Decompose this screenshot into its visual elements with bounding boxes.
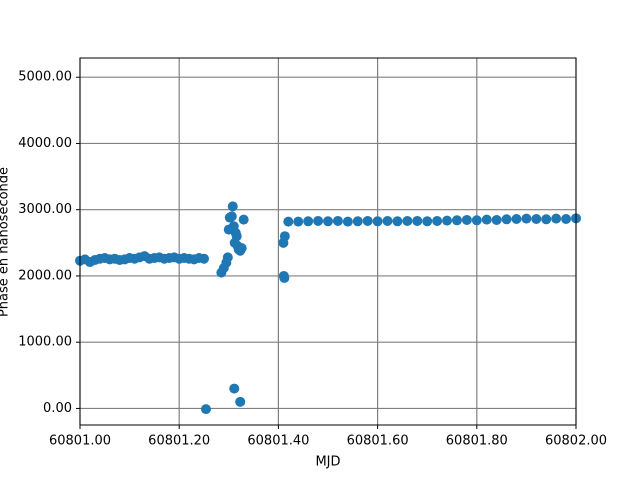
plot-frame	[79, 57, 577, 426]
point	[229, 383, 240, 394]
point	[551, 213, 562, 224]
point	[471, 215, 482, 226]
point	[461, 214, 472, 225]
point	[235, 396, 246, 407]
point	[283, 216, 294, 227]
point	[231, 231, 242, 242]
point	[402, 215, 413, 226]
point	[432, 215, 443, 226]
point	[422, 216, 433, 227]
point	[332, 215, 343, 226]
point	[199, 253, 209, 264]
point	[531, 213, 542, 224]
point	[521, 213, 532, 224]
point	[362, 215, 373, 226]
y-tick-label: 5000.00	[18, 70, 72, 85]
x-tick-label: 60801.40	[247, 434, 309, 449]
point	[392, 216, 403, 227]
point	[227, 201, 238, 212]
point	[236, 243, 247, 254]
point	[279, 272, 290, 283]
y-tick-label: 4000.00	[18, 136, 72, 151]
point	[412, 215, 423, 226]
point	[293, 216, 304, 227]
y-tick-label: 3000.00	[18, 202, 72, 217]
point	[382, 215, 393, 226]
point	[226, 211, 237, 222]
point	[541, 214, 552, 225]
point	[303, 216, 314, 227]
point	[313, 215, 324, 226]
point	[501, 214, 512, 225]
x-tick-label: 60802.00	[545, 434, 607, 449]
y-axis-label: Phase en nanoseconde	[0, 167, 12, 317]
point	[481, 214, 492, 225]
point	[511, 213, 522, 224]
y-tick-label: 0.00	[43, 401, 72, 416]
point	[238, 214, 249, 225]
x-tick-label: 60801.60	[347, 434, 409, 449]
point	[323, 216, 333, 227]
x-tick-label: 60801.80	[446, 434, 508, 449]
point	[279, 231, 290, 242]
y-tick-label: 2000.00	[18, 268, 72, 283]
point	[491, 214, 502, 225]
point	[342, 216, 353, 227]
x-axis-label: MJD	[315, 455, 340, 470]
point	[222, 252, 233, 263]
x-tick-label: 60801.20	[148, 434, 210, 449]
point	[442, 215, 453, 226]
point	[372, 216, 383, 227]
x-tick-label: 60801.00	[49, 434, 111, 449]
point	[200, 404, 211, 415]
y-tick-label: 1000.00	[18, 335, 72, 350]
point	[352, 216, 363, 227]
point	[451, 215, 462, 226]
point	[561, 213, 572, 224]
